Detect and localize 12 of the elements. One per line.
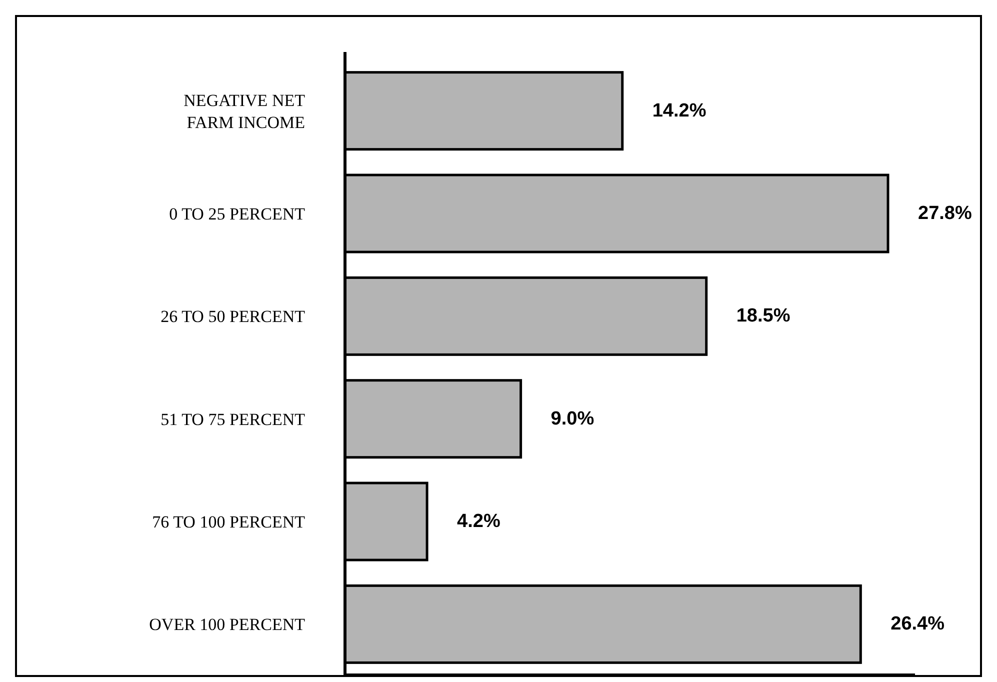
y-tick-label: OVER 100 PERCENT [149,614,306,634]
data-label: 9.0% [550,408,594,430]
data-label: 18.5% [736,306,790,327]
y-tick-label: 76 TO 100 PERCENT [152,512,306,532]
data-label: 27.8% [918,202,972,224]
y-tick-label: NEGATIVE NET FARM INCOME [184,90,306,132]
y-tick-label: 51 TO 75 PERCENT [160,409,306,428]
y-tick-label: 26 TO 50 PERCENT [160,306,306,326]
data-label: 26.4% [890,614,945,635]
data-label: 4.2% [457,511,500,532]
data-label: 14.2% [652,100,706,122]
y-tick-label: 0 TO 25 PERCENT [169,204,306,223]
